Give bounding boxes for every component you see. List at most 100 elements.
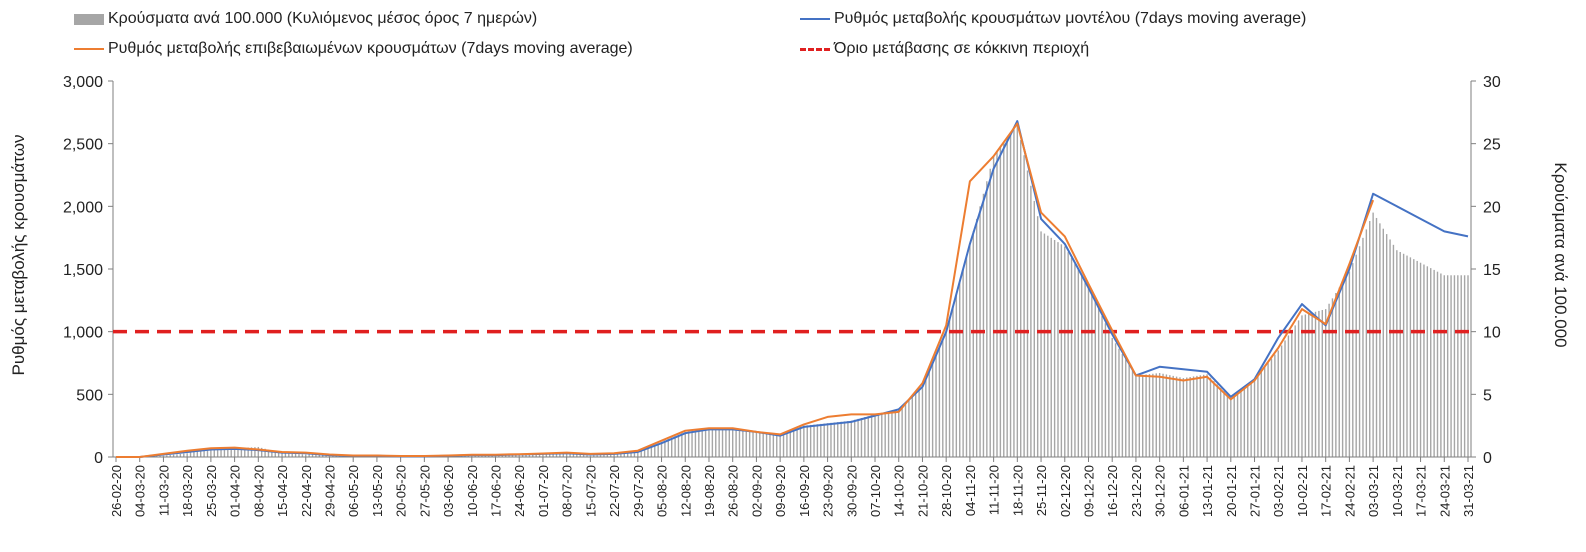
bar-mark xyxy=(860,417,863,457)
bar-mark xyxy=(891,410,893,457)
x-tick-label: 10-03-21 xyxy=(1390,465,1405,517)
bar-mark xyxy=(559,453,561,457)
bar-mark xyxy=(914,394,917,457)
bar-mark xyxy=(1209,377,1212,457)
bar-mark xyxy=(233,448,236,457)
bar-mark xyxy=(1104,323,1107,457)
y-left-tick-label: 1,500 xyxy=(63,262,103,279)
bar-mark xyxy=(535,454,537,457)
bar-mark xyxy=(803,425,805,457)
bar-mark xyxy=(1328,303,1330,457)
bar-mark xyxy=(718,428,720,457)
x-tick-label: 18-03-20 xyxy=(180,465,195,517)
bar-mark xyxy=(626,453,629,457)
bar-mark xyxy=(911,397,913,457)
x-tick-label: 01-04-20 xyxy=(228,465,243,517)
legend-threshold-label: Όριο μετάβασης σε κόκκινη περιοχή xyxy=(834,40,1090,57)
bar-mark xyxy=(687,431,690,457)
bar-mark xyxy=(1260,371,1262,457)
x-tick-label: 22-07-20 xyxy=(607,465,622,517)
x-tick-label: 25-03-20 xyxy=(204,465,219,517)
bar-mark xyxy=(250,447,253,457)
x-tick-label: 31-03-21 xyxy=(1461,465,1476,517)
bar-mark xyxy=(986,181,988,457)
bar-mark xyxy=(298,454,300,457)
x-tick-label: 30-09-20 xyxy=(844,465,859,517)
bar-mark xyxy=(715,429,717,457)
bar-mark xyxy=(1372,212,1374,457)
bar-mark xyxy=(511,454,514,457)
bar-mark xyxy=(965,256,968,457)
bar-mark xyxy=(948,319,951,457)
bar-mark xyxy=(623,453,625,457)
bar-mark xyxy=(935,355,937,457)
bar-mark xyxy=(1416,260,1418,457)
bar-mark xyxy=(1399,251,1401,457)
x-tick-label: 27-01-21 xyxy=(1248,465,1263,517)
legend-model-line: Ρυθμός μεταβολής κρουσμάτων μοντέλου (7d… xyxy=(800,10,1306,28)
bar-mark xyxy=(200,450,202,457)
legend-threshold-swatch xyxy=(800,47,830,51)
bar-mark xyxy=(1308,313,1310,457)
bar-mark xyxy=(579,454,581,457)
bar-mark xyxy=(1006,138,1008,458)
bar-mark xyxy=(1413,259,1415,457)
y-left-tick-label: 2,000 xyxy=(63,199,103,216)
x-tick-label: 02-12-20 xyxy=(1058,465,1073,517)
bar-mark xyxy=(169,455,171,457)
bar-mark xyxy=(1165,374,1168,457)
bar-mark xyxy=(1087,286,1090,457)
bar-mark xyxy=(782,433,785,457)
bar-mark xyxy=(1219,387,1222,457)
bar-mark xyxy=(1301,315,1303,457)
x-tick-label: 23-12-20 xyxy=(1129,465,1144,517)
bar-mark xyxy=(779,434,781,457)
bar-mark xyxy=(1135,375,1137,457)
bar-mark xyxy=(989,168,991,458)
bar-mark xyxy=(843,421,846,457)
x-tick-label: 19-08-20 xyxy=(702,465,717,517)
bar-mark xyxy=(925,380,927,457)
bar-mark xyxy=(1453,275,1456,457)
bar-mark xyxy=(166,455,168,457)
lines-group xyxy=(113,120,1471,458)
bar-mark xyxy=(596,455,598,457)
bar-mark xyxy=(671,437,673,457)
bar-mark xyxy=(213,448,215,457)
x-tick-label: 24-06-20 xyxy=(512,465,527,517)
bar-mark xyxy=(1291,330,1293,457)
bar-mark xyxy=(677,434,680,457)
bar-mark xyxy=(1094,301,1096,457)
bar-mark xyxy=(1158,373,1161,457)
bar-mark xyxy=(1440,273,1442,457)
bar-mark xyxy=(1341,282,1344,457)
bar-mark xyxy=(769,433,771,457)
bar-mark xyxy=(1352,263,1354,457)
bar-mark xyxy=(244,447,246,457)
bar-mark xyxy=(1263,366,1266,457)
bar-mark xyxy=(952,306,954,457)
bar-mark xyxy=(1192,376,1195,457)
bar-mark xyxy=(311,454,314,457)
bar-mark xyxy=(1128,364,1130,457)
x-tick-label: 11-03-20 xyxy=(156,465,171,516)
bar-mark xyxy=(318,454,321,457)
tick-labels-group: 0 500 1,000 1,500 2,000 2,500 3,000 0 5 10 15 20 25 3… xyxy=(63,74,1501,517)
bar-mark xyxy=(667,439,670,457)
bar-mark xyxy=(657,443,659,457)
bar-mark xyxy=(959,281,961,457)
bar-mark xyxy=(1206,374,1208,457)
bar-mark xyxy=(247,447,249,457)
bar-mark xyxy=(654,444,656,457)
bar-mark xyxy=(704,429,707,457)
bar-mark xyxy=(772,433,775,457)
bar-mark xyxy=(1016,124,1019,458)
bar-mark xyxy=(1338,287,1340,457)
x-tick-label: 24-03-21 xyxy=(1437,465,1452,517)
bar-mark xyxy=(1064,246,1066,457)
bar-mark xyxy=(1047,235,1049,457)
bar-mark xyxy=(606,454,609,457)
bar-mark xyxy=(216,448,219,457)
x-tick-label: 14-10-20 xyxy=(892,465,907,517)
